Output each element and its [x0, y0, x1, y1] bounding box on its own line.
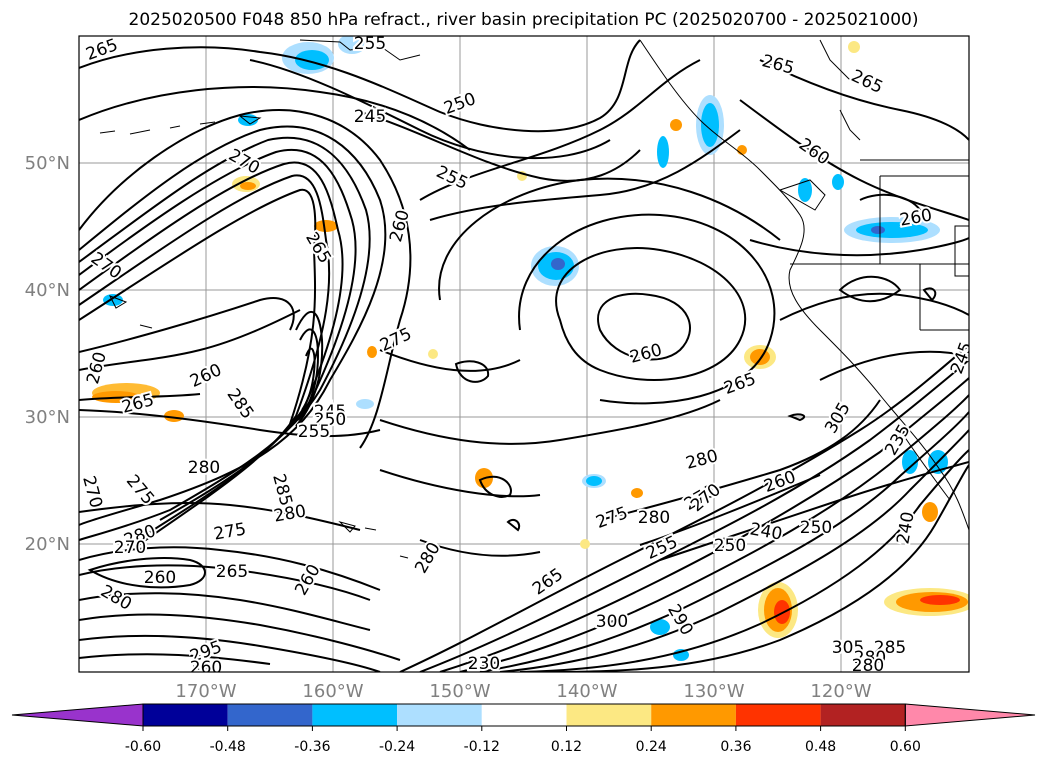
colorbar-extend-low — [11, 703, 144, 727]
lon-label-170w: 170°W — [175, 681, 236, 702]
colorbar-box — [481, 704, 567, 726]
colorbar-box — [566, 704, 652, 726]
contour-label: 270 — [114, 538, 146, 558]
lon-label-120w: 120°W — [810, 681, 871, 702]
lon-label-140w: 140°W — [556, 681, 617, 702]
contour-label: 265 — [216, 562, 248, 582]
colorbar-tick-label: 0.36 — [720, 739, 751, 755]
colorbar — [11, 703, 1036, 727]
contour-label: 300 — [596, 612, 628, 632]
contour-label: 305 — [832, 638, 864, 658]
colorbar-tick-label: 0.48 — [805, 739, 836, 755]
contour-label: 260 — [144, 568, 176, 588]
lon-label-160w: 160°W — [302, 681, 363, 702]
contour-label: 250 — [800, 518, 832, 538]
contour-label: 280 — [638, 508, 670, 528]
contour-label: 280 — [188, 458, 220, 478]
contour-label: 245 — [354, 107, 386, 127]
contour-label: 255 — [354, 34, 386, 54]
colorbar-box — [820, 704, 906, 726]
colorbar-extend-high — [904, 703, 1036, 727]
colorbar-ticks: -0.60 -0.48 -0.36 -0.24 -0.12 0.12 0.24 0.36 0.4… — [125, 726, 921, 755]
contour-lines — [79, 39, 969, 672]
colorbar-tick-label: 0.60 — [890, 739, 921, 755]
colorbar-box — [651, 704, 736, 726]
lat-label-30n: 30°N — [25, 407, 70, 428]
contour-label: 285 — [874, 638, 906, 658]
coastlines — [99, 39, 969, 559]
contour-label: 230 — [468, 654, 500, 674]
lat-label-50n: 50°N — [25, 153, 70, 174]
colorbar-box — [143, 704, 228, 726]
contour-label: 245 — [314, 402, 346, 422]
contour-label: 300 — [190, 658, 222, 678]
colorbar-box — [312, 704, 398, 726]
lat-label-20n: 20°N — [25, 534, 70, 555]
contour-label: 280 — [852, 656, 884, 676]
lon-label-150w: 150°W — [429, 681, 490, 702]
colorbar-tick-label: -0.12 — [464, 739, 500, 755]
colorbar-box — [735, 704, 821, 726]
colorbar-box — [227, 704, 313, 726]
lat-label-40n: 40°N — [25, 280, 70, 301]
colorbar-tick-label: 0.24 — [636, 739, 667, 755]
plot-frame — [78, 35, 970, 673]
colorbar-tick-label: -0.60 — [125, 739, 161, 755]
colorbar-box — [397, 704, 482, 726]
colorbar-tick-label: -0.24 — [379, 739, 415, 755]
contour-label: 250 — [714, 536, 746, 556]
contour-label: 250 — [314, 410, 346, 430]
contour-label: 260 — [190, 658, 222, 678]
plot-area — [79, 36, 969, 672]
colorbar-tick-label: -0.48 — [210, 739, 246, 755]
colorbar-tick-label: 0.12 — [551, 739, 582, 755]
contour-label: 275 — [212, 519, 247, 544]
contour-label: 280 — [854, 648, 886, 668]
contour-label: 255 — [298, 422, 330, 442]
lon-label-130w: 130°W — [683, 681, 744, 702]
map-title: 2025020500 F048 850 hPa refract., river … — [128, 10, 919, 30]
colorbar-outline — [142, 703, 906, 727]
colorbar-tick-label: -0.36 — [294, 739, 330, 755]
